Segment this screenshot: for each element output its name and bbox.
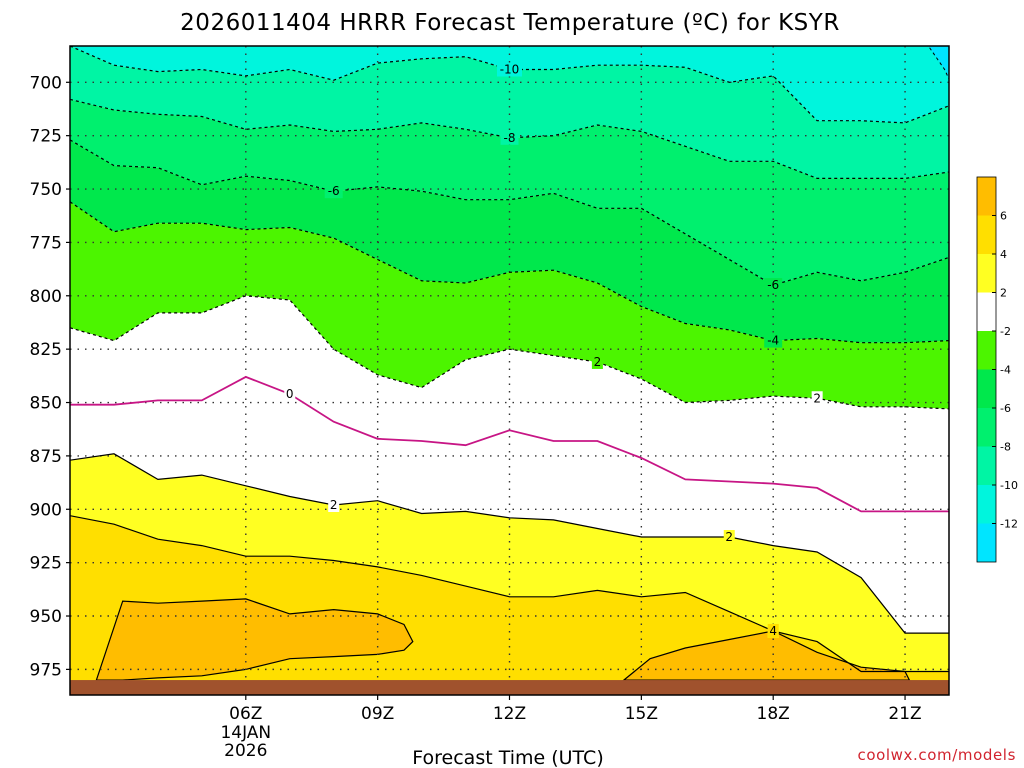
contour-label: 2 xyxy=(813,391,821,405)
colorbar-label: -12 xyxy=(1000,518,1018,531)
x-tick-label: 06Z xyxy=(229,704,262,724)
contour-line xyxy=(70,375,949,513)
contour-label-bg xyxy=(497,62,522,77)
ground-surface xyxy=(70,680,949,695)
y-tick-label: 725 xyxy=(30,127,62,147)
x-tick-label: 12Z xyxy=(493,704,526,724)
colorbar-swatch xyxy=(977,254,996,293)
colorbar-label: -2 xyxy=(1000,325,1011,338)
contour-label-bg xyxy=(284,386,296,401)
colorbar-swatch xyxy=(977,331,996,370)
colorbar-swatch xyxy=(977,292,996,331)
contour-label: 2 xyxy=(594,355,602,369)
colorbar-label: 2 xyxy=(1000,287,1007,300)
contour-line xyxy=(70,201,949,344)
x-tick-label: 09Z xyxy=(361,704,394,724)
y-tick-label: 950 xyxy=(30,607,62,627)
y-tick-label: 925 xyxy=(30,554,62,574)
y-tick-label: 775 xyxy=(30,233,62,253)
credit-text: coolwx.com/models xyxy=(858,746,1017,764)
chart-title: 2026011404 HRRR Forecast Temperature (ºC… xyxy=(180,10,840,36)
contour-label-bg xyxy=(500,130,519,145)
x-tick-label: 18Z xyxy=(757,704,790,724)
colorbar-label: -8 xyxy=(1000,441,1011,454)
temperature-band xyxy=(70,453,949,672)
x-tick-label: 21Z xyxy=(888,704,921,724)
contour-line xyxy=(70,295,949,410)
colorbar-swatch xyxy=(977,215,996,254)
contour-label-bg xyxy=(723,530,735,545)
x-tick-sublabel: 14JAN xyxy=(220,723,271,743)
temperature-band xyxy=(70,201,949,409)
y-tick-label: 900 xyxy=(30,500,62,520)
contour-label: -8 xyxy=(504,131,516,145)
colorbar-swatch xyxy=(977,369,996,408)
colorbar-label: 4 xyxy=(1000,248,1007,261)
colorbar-label: -4 xyxy=(1000,364,1011,377)
temperature-band xyxy=(70,46,949,123)
contour-label: 0 xyxy=(286,387,294,401)
warm-pocket-contour xyxy=(95,598,414,681)
x-tick-label: 15Z xyxy=(625,704,658,724)
contour-label-bg xyxy=(811,391,823,406)
y-tick-label: 750 xyxy=(30,180,62,200)
contour-label-bg xyxy=(764,278,783,293)
y-tick-label: 700 xyxy=(30,73,62,93)
colorbar: -12 -10 -8 -6 -4 -2 2 4 6 xyxy=(976,176,1018,563)
temperature-band xyxy=(70,46,949,179)
y-tick-label: 800 xyxy=(30,287,62,307)
y-tick-label: 825 xyxy=(30,340,62,360)
contour-line xyxy=(70,139,949,286)
contour-label-bg xyxy=(767,623,779,638)
contour-label: 2 xyxy=(330,498,338,512)
colorbar-label: -10 xyxy=(1000,479,1018,492)
cold-region-contour xyxy=(927,46,949,81)
contour-label: 2 xyxy=(725,530,733,544)
contour-line xyxy=(70,453,949,634)
y-tick-label: 875 xyxy=(30,447,62,467)
contour-line xyxy=(70,515,949,673)
colorbar-label: 6 xyxy=(1000,210,1007,223)
contour-label: -6 xyxy=(328,184,340,198)
contour-label-bg xyxy=(764,333,783,348)
y-tick-label: 850 xyxy=(30,394,62,414)
x-tick-sublabel: 2026 xyxy=(224,741,267,761)
colorbar-swatch xyxy=(977,523,996,562)
contour-label: -6 xyxy=(767,278,779,292)
contour-label: 4 xyxy=(769,624,777,638)
plot-area: -10-8-6-420242-642 xyxy=(70,46,949,695)
colorbar-swatch xyxy=(977,408,996,447)
colorbar-label: -6 xyxy=(1000,402,1011,415)
temperature-band xyxy=(70,99,949,286)
colorbar-swatch xyxy=(977,446,996,485)
contour-label-bg xyxy=(591,354,603,369)
contour-label: -10 xyxy=(500,62,520,76)
temperature-band xyxy=(70,295,949,512)
y-tick-label: 975 xyxy=(30,660,62,680)
contour-label: -4 xyxy=(767,334,779,348)
colorbar-swatch xyxy=(977,177,996,216)
contour-label-bg xyxy=(328,497,340,512)
contour-label-bg xyxy=(324,184,343,199)
colorbar-swatch xyxy=(977,485,996,524)
x-axis-label: Forecast Time (UTC) xyxy=(412,747,603,768)
